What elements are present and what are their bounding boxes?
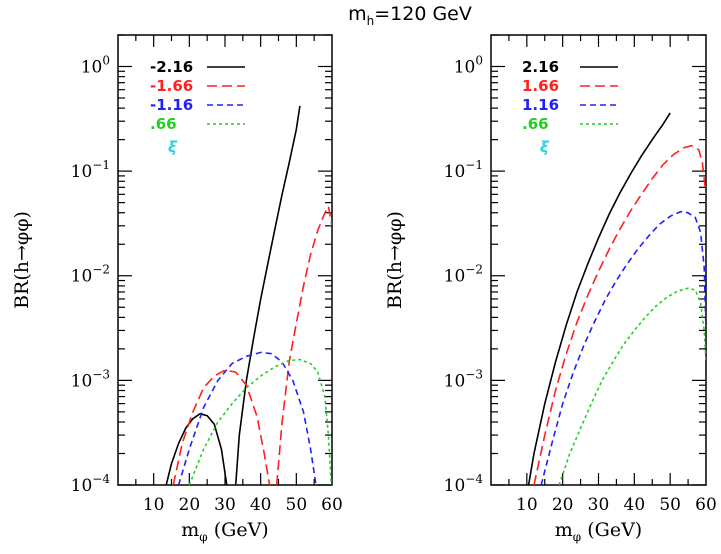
figure-title: mh=120 GeV: [348, 3, 472, 28]
x-tick-label: 30: [588, 495, 610, 515]
legend-label: .66: [522, 115, 549, 133]
x-tick-label: 40: [624, 495, 646, 515]
y-tick-label: 10−3: [71, 367, 110, 391]
x-tick-label: 20: [552, 495, 574, 515]
y-tick-label: 10−3: [444, 367, 483, 391]
series-line-2: [533, 144, 706, 485]
y-tick-label: 10−2: [71, 263, 110, 287]
legend-label: -1.66: [150, 77, 193, 95]
series-line-4: [558, 287, 706, 485]
x-tick-label: 20: [179, 495, 201, 515]
legend-title: ξ: [540, 138, 550, 156]
y-tick-label: 10−1: [71, 158, 110, 182]
series-line-3: [177, 351, 317, 485]
x-tick-label: 60: [321, 495, 343, 515]
series-line-1: [234, 105, 301, 485]
legend-title: ξ: [168, 138, 178, 156]
y-tick-label: 100: [81, 53, 110, 77]
legend-label: 1.16: [522, 96, 559, 114]
legend-label: 1.66: [522, 77, 559, 95]
x-axis-title: mφ (GeV): [555, 519, 642, 544]
series-line-4: [188, 358, 332, 485]
legend-label: .66: [150, 115, 177, 133]
x-axis-title: mφ (GeV): [181, 519, 268, 544]
y-tick-label: 10−4: [444, 472, 484, 496]
y-axis-title: BR(h→φφ): [11, 211, 33, 309]
legend-label: -1.16: [150, 96, 193, 114]
y-tick-label: 10−1: [444, 158, 483, 182]
x-tick-label: 50: [659, 495, 681, 515]
series-line-3: [540, 210, 706, 485]
right-panel: 10 20 30 40 50 60 100 10−1 10−2 10−3 10−4 mφ (GeV) B…: [384, 34, 717, 544]
series-line-1: [527, 112, 671, 485]
x-tick-label: 30: [214, 495, 236, 515]
y-axis-title: BR(h→φφ): [384, 211, 406, 309]
x-tick-label: 50: [286, 495, 308, 515]
x-tick-label: 10: [143, 495, 165, 515]
y-tick-label: 100: [454, 53, 483, 77]
series-line-2: [172, 369, 271, 485]
x-tick-label: 60: [695, 495, 717, 515]
x-tick-label: 10: [516, 495, 538, 515]
x-tick-label: 40: [250, 495, 272, 515]
legend-label: 2.16: [522, 58, 559, 76]
y-tick-label: 10−4: [71, 472, 111, 496]
left-panel: 10 20 30 40 50 60 100 10−1 10−2 10−3 10−4 mφ (GeV) B…: [11, 34, 343, 544]
series-line-2: [275, 204, 332, 485]
legend-label: -2.16: [150, 58, 193, 76]
series-line-1: [165, 412, 228, 485]
y-tick-label: 10−2: [444, 263, 483, 287]
